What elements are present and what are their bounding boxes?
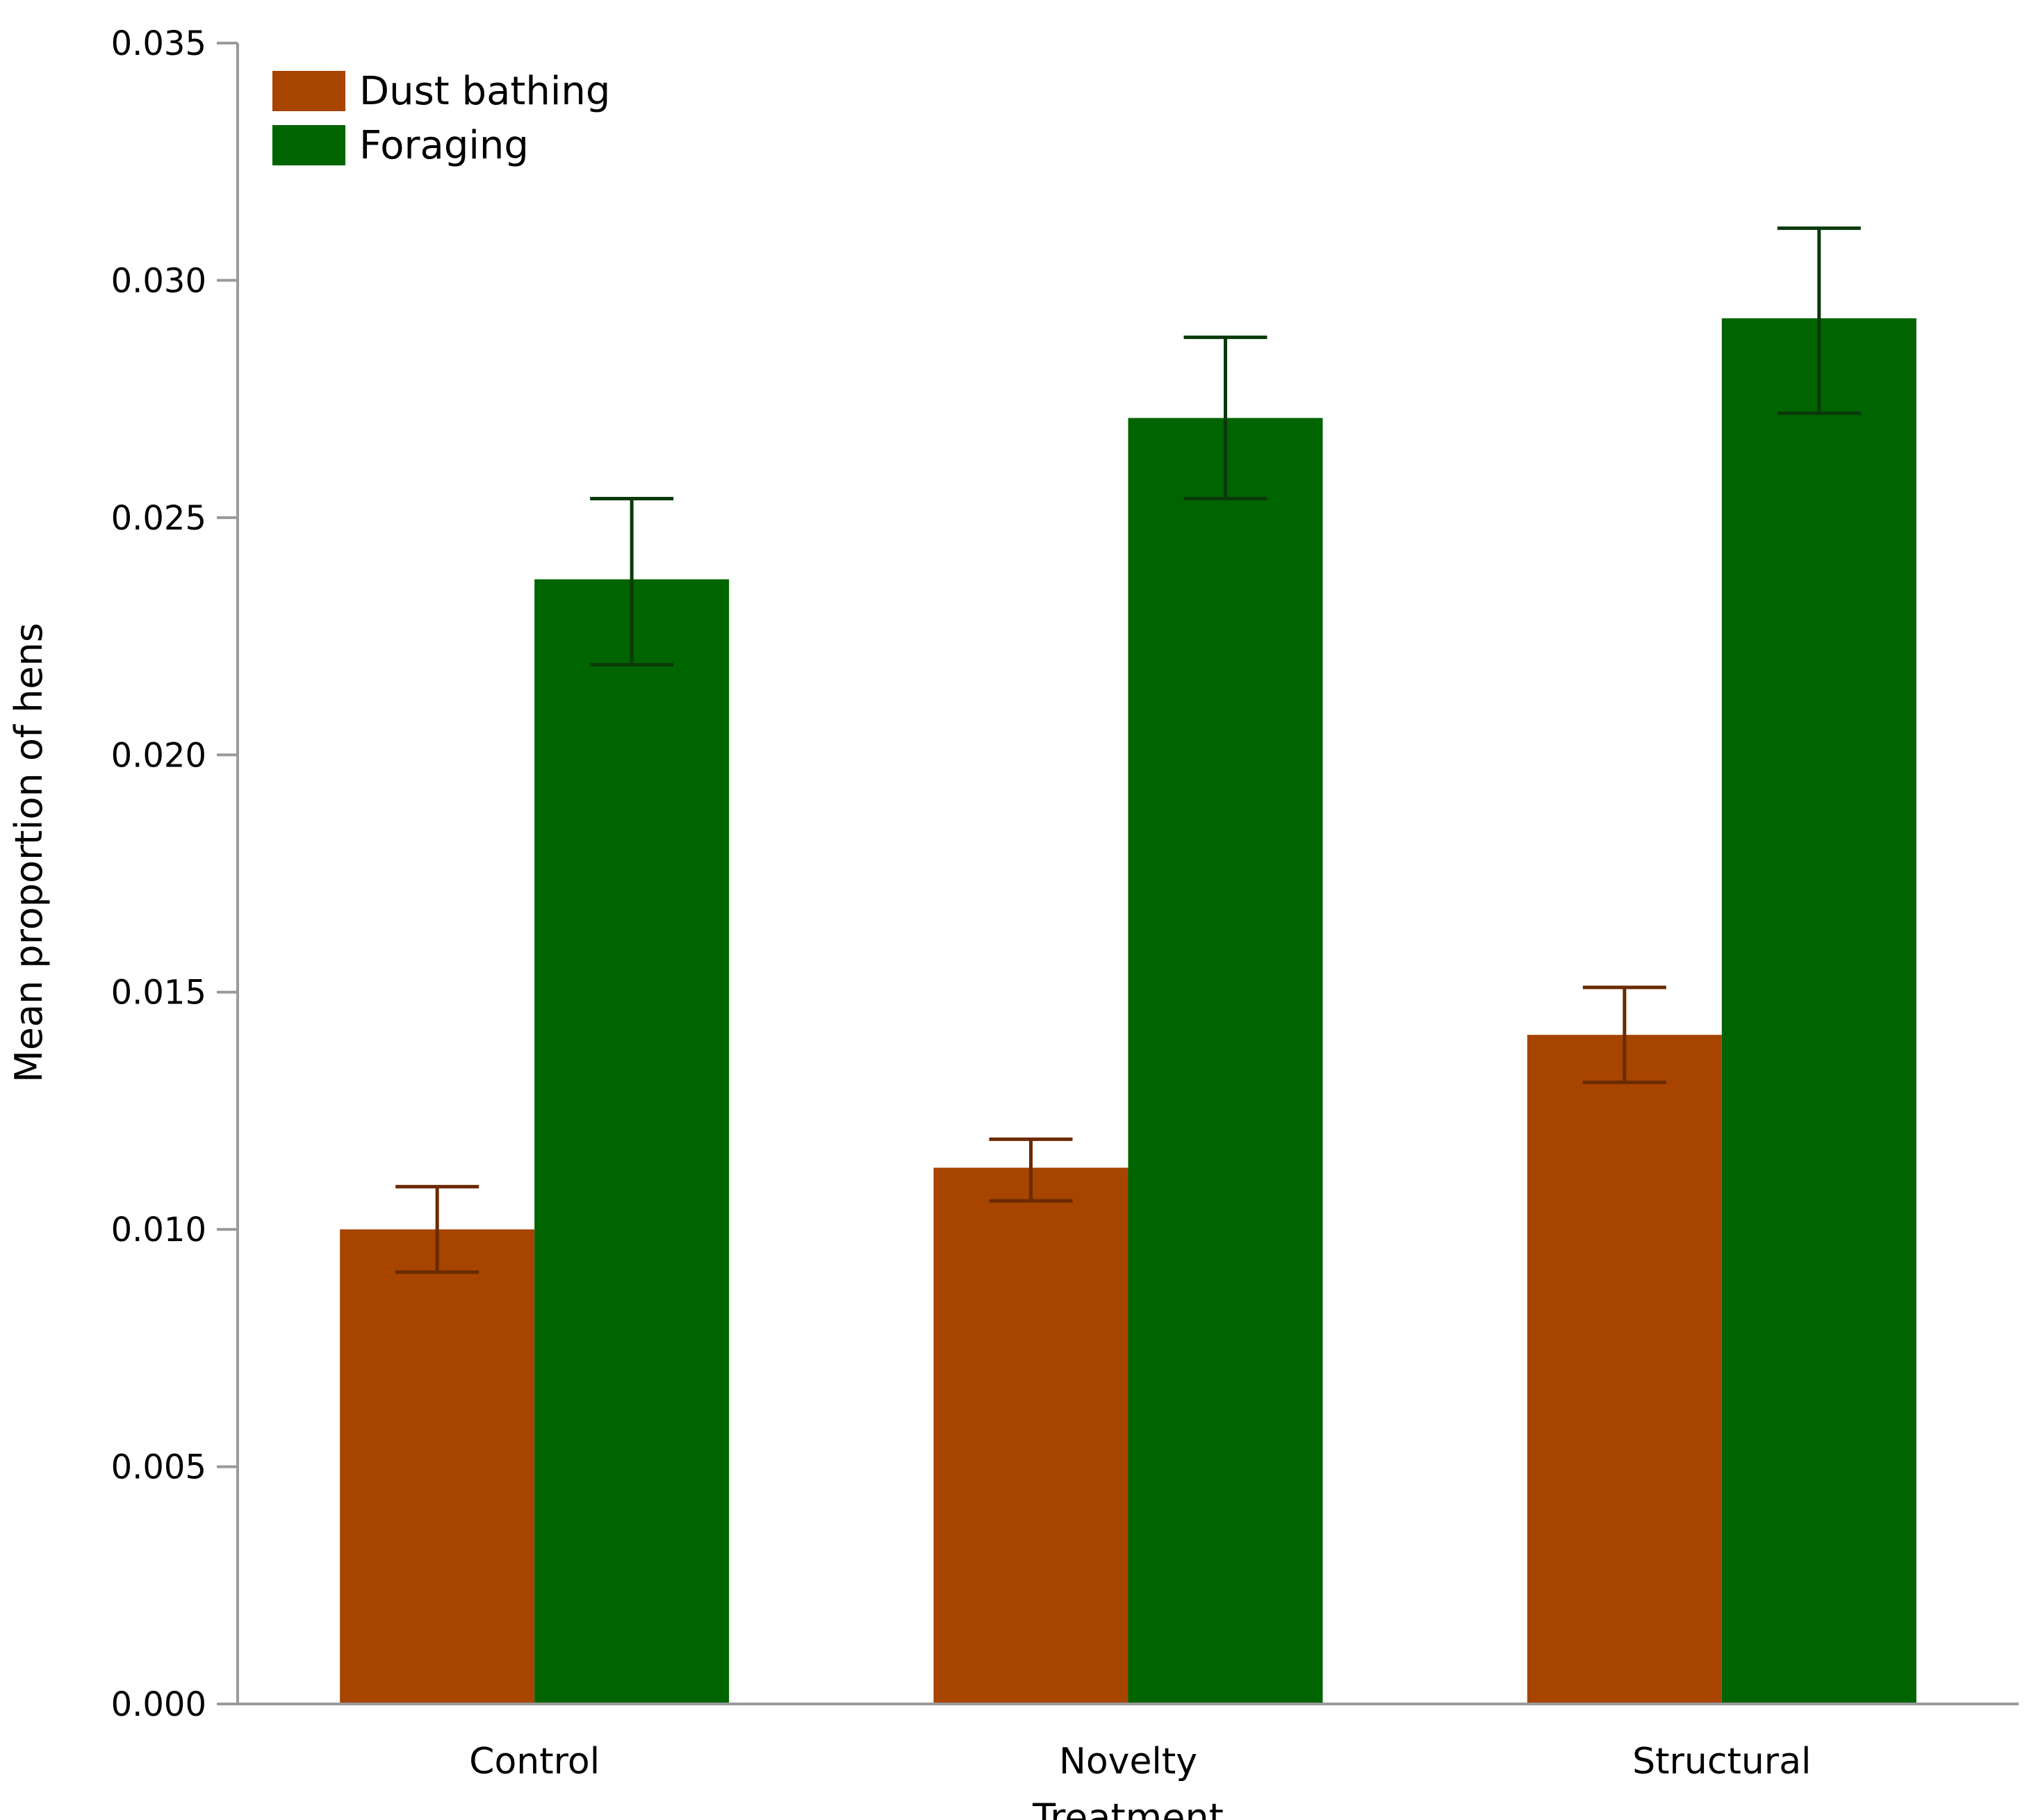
bar-novelty-dust-bathing	[933, 1167, 1128, 1704]
x-tick-label-control: Control	[469, 1741, 600, 1782]
y-tick-label-7: 0.035	[111, 24, 206, 63]
x-tick-label-structural: Structural	[1632, 1741, 1811, 1782]
legend-label-dust-bathing: Dust bathing	[359, 69, 610, 114]
y-axis-title: Mean proportion of hens	[7, 623, 51, 1083]
legend-swatch-foraging	[272, 125, 345, 165]
legend-swatch-dust-bathing	[272, 71, 345, 111]
legend-label-foraging: Foraging	[359, 123, 529, 168]
y-tick-label-0: 0.000	[111, 1685, 206, 1724]
x-tick-label-novelty: Novelty	[1059, 1741, 1197, 1782]
y-tick-label-3: 0.015	[111, 974, 206, 1013]
error-bars-layer	[395, 226, 1861, 1274]
bar-structural-dust-bathing	[1527, 1035, 1722, 1704]
y-tick-label-1: 0.005	[111, 1448, 206, 1487]
bar-novelty-foraging	[1128, 418, 1323, 1704]
axes-layer: Control Novelty Structural 0.000 0.005 0.010 0…	[111, 24, 2019, 1782]
bar-control-dust-bathing	[340, 1229, 535, 1704]
bar-control-foraging	[534, 579, 730, 1704]
legend: Dust bathing Foraging	[272, 69, 610, 168]
y-tick-label-4: 0.020	[111, 736, 206, 775]
y-tick-label-5: 0.025	[111, 499, 206, 538]
y-tick-label-6: 0.030	[111, 261, 206, 300]
bars-layer	[340, 318, 1916, 1704]
x-axis-title: Treatment	[1032, 1796, 1224, 1820]
bar-structural-foraging	[1721, 318, 1916, 1704]
y-tick-label-2: 0.010	[111, 1211, 206, 1249]
